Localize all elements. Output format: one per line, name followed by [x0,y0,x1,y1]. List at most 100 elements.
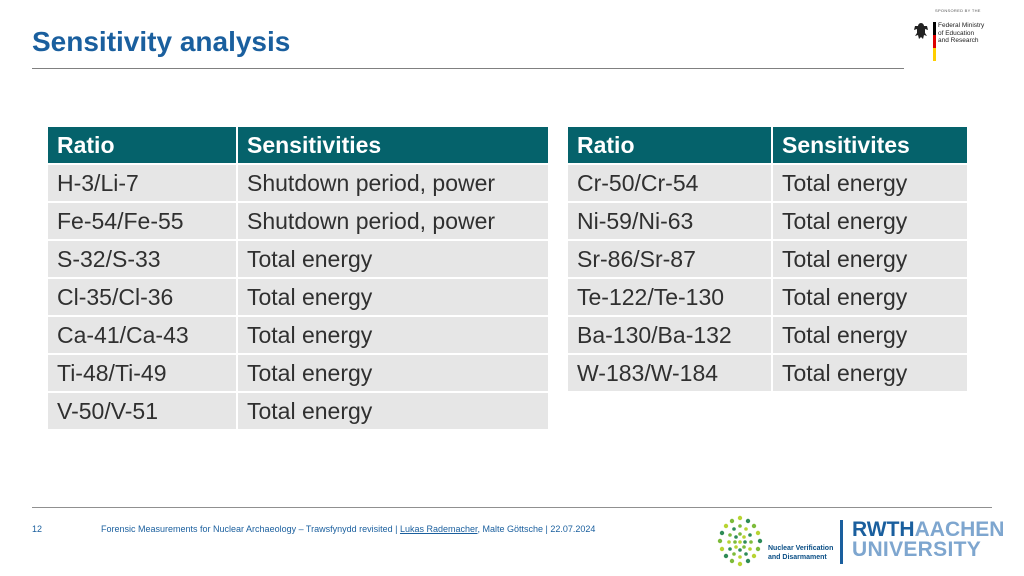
flag-stripe-black [933,22,936,35]
table-row: V-50/V-51 Total energy [48,393,548,429]
sensitivity-cell: Total energy [238,393,548,429]
logo-dot [748,547,752,551]
logo-dot [749,540,753,544]
column-header-sensitivities: Sensitivities [238,127,548,163]
left-ratio-table: Ratio Sensitivities H-3/Li-7 Shutdown per… [46,125,550,431]
sponsor-line: of Education [938,29,975,37]
sensitivity-cell: Total energy [238,241,548,277]
rwth-university: UNIVERSITY [852,538,982,561]
logo-dot [745,558,751,564]
logo-dot [738,540,742,544]
sensitivity-cell: Total energy [238,317,548,353]
ratio-cell: V-50/V-51 [48,393,236,429]
rwth-aachen: AACHEN [914,518,1005,541]
logo-dot [738,524,742,528]
logo-dot [727,540,731,544]
logo-dot [737,515,743,521]
sponsor-line: and Research [938,37,979,44]
column-header-ratio: Ratio [568,127,771,163]
table-row: W-183/W-184 Total energy [568,355,967,391]
sensitivity-cell: Total energy [238,355,548,391]
logo-dot [745,518,751,524]
ratio-cell: H-3/Li-7 [48,165,236,201]
ratio-cell: Ni-59/Ni-63 [568,203,771,239]
rwth-wordmark: RWTH [852,518,915,541]
logo-dot [755,530,761,536]
sensitivity-cell: Total energy [773,279,967,315]
logo-dot [743,540,747,544]
table-row: Te-122/Te-130 Total energy [568,279,967,315]
footer-citation: Forensic Measurements for Nuclear Archae… [101,524,595,534]
page-number: 12 [32,524,43,534]
table-row: Ca-41/Ca-43 Total energy [48,317,548,353]
nvd-logo-text: Nuclear Verification and Disarmament [768,544,833,562]
ratio-cell: S-32/S-33 [48,241,236,277]
logo-dot [719,530,725,536]
logo-dot [738,555,742,559]
nvd-line: Nuclear Verification [768,545,834,552]
footer-coauthor-date: , Malte Göttsche | 22.07.2024 [477,524,596,534]
logo-dot [728,547,732,551]
german-flag [933,22,936,61]
logo-dot [751,523,757,529]
column-header-ratio: Ratio [48,127,236,163]
logo-dot [742,545,746,549]
right-ratio-table: Ratio Sensitivites Cr-50/Cr-54 Total ener… [566,125,969,393]
sponsor-name: Federal Ministry of Education and Resear… [938,22,984,45]
table-header-row: Ratio Sensitivites [568,127,967,163]
table-row: Ni-59/Ni-63 Total energy [568,203,967,239]
ratio-cell: Ba-130/Ba-132 [568,317,771,353]
footer-title: Forensic Measurements for Nuclear Archae… [101,524,400,534]
logo-dot [719,546,725,552]
page-title: Sensitivity analysis [32,26,291,57]
footer-divider [32,507,992,508]
sponsor-logo: SPONSORED BY THE Federal Ministry of Edu… [913,8,1013,66]
flag-stripe-red [933,35,936,48]
logo-dot [744,552,748,556]
sensitivity-cell: Shutdown period, power [238,203,548,239]
logo-dot [732,527,736,531]
logo-dot [729,518,735,524]
logo-dot [723,553,729,559]
table-header-row: Ratio Sensitivities [48,127,548,163]
logo-dot [738,548,742,552]
logo-dot [737,561,743,567]
sensitivity-cell: Shutdown period, power [238,165,548,201]
ratio-cell: W-183/W-184 [568,355,771,391]
table-row: Ti-48/Ti-49 Total energy [48,355,548,391]
ratio-cell: Ti-48/Ti-49 [48,355,236,391]
nuclear-verification-logo-icon [717,515,763,567]
table-row: Cr-50/Cr-54 Total energy [568,165,967,201]
logo-dot [748,533,752,537]
author-link[interactable]: Lukas Rademacher [399,524,478,534]
rwth-logo-bar [840,520,843,564]
title-divider [32,68,904,69]
column-header-sensitivities: Sensitivites [773,127,967,163]
logo-dot [732,552,736,556]
ratio-cell: Te-122/Te-130 [568,279,771,315]
table-row: S-32/S-33 Total energy [48,241,548,277]
table-row: Cl-35/Cl-36 Total energy [48,279,548,315]
logo-dot [755,546,761,552]
logo-dot [734,535,738,539]
logo-dot [742,535,746,539]
logo-dot [751,553,757,559]
sensitivity-cell: Total energy [773,355,967,391]
ratio-cell: Fe-54/Fe-55 [48,203,236,239]
sensitivity-cell: Total energy [773,241,967,277]
logo-dot [728,533,732,537]
logo-dot [744,527,748,531]
table-row: Ba-130/Ba-132 Total energy [568,317,967,353]
ratio-cell: Ca-41/Ca-43 [48,317,236,353]
ratio-cell: Cl-35/Cl-36 [48,279,236,315]
logo-dot [717,538,723,544]
logo-dot [734,545,738,549]
rwth-logo: RWTHAACHEN UNIVERSITY [852,518,1005,561]
ratio-cell: Sr-86/Sr-87 [568,241,771,277]
sensitivity-cell: Total energy [773,165,967,201]
logo-dot [729,558,735,564]
sensitivity-cell: Total energy [773,203,967,239]
nvd-line: and Disarmament [768,554,827,561]
logo-dot [757,538,763,544]
sensitivity-cell: Total energy [238,279,548,315]
